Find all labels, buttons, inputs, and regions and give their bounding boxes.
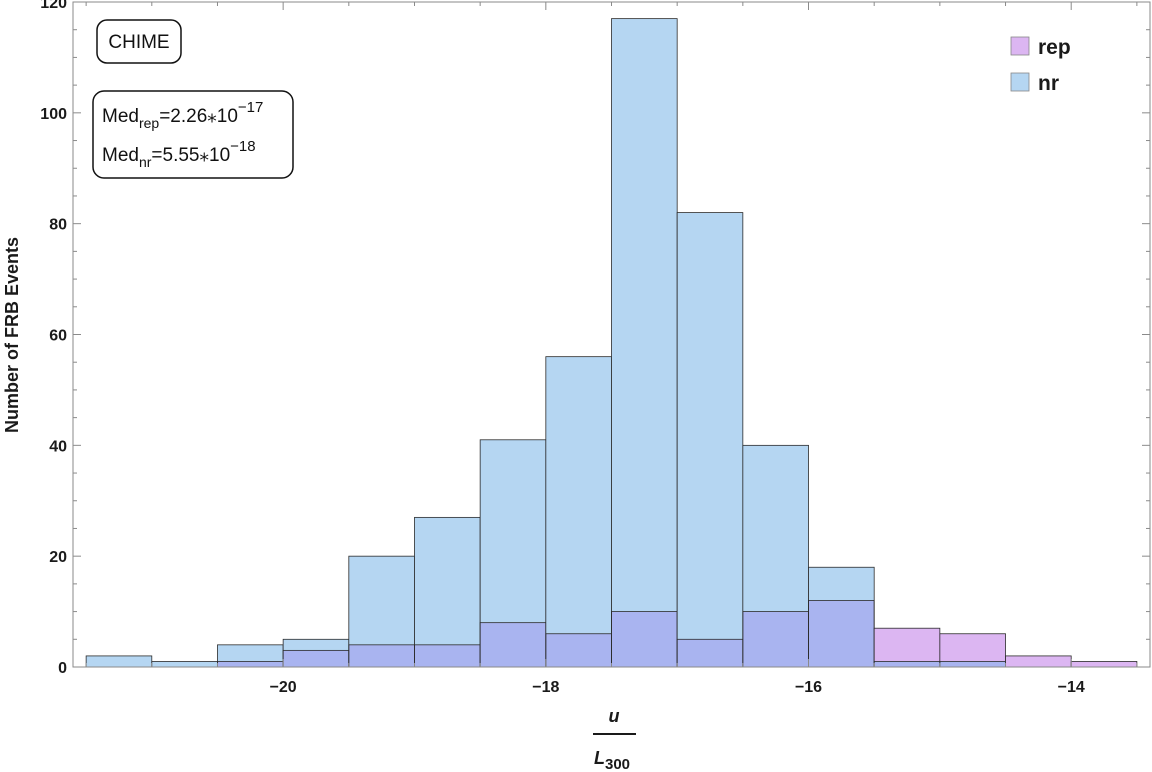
- y-tick-label: 20: [49, 549, 67, 566]
- bar-nr: [86, 655, 152, 667]
- x-tick-label: −20: [270, 679, 297, 696]
- median-nr-text: Mednr=5.55⁎10−18: [102, 138, 256, 170]
- x-axis-label-numerator: u: [609, 706, 620, 726]
- bar-overlap: [480, 622, 546, 667]
- chime-box: [96, 19, 182, 64]
- x-tick-label: −16: [795, 679, 822, 696]
- legend-label-rep: rep: [1038, 36, 1071, 59]
- bar-nr: [217, 644, 284, 662]
- bar-nr: [808, 567, 875, 601]
- bar-nr: [480, 439, 546, 623]
- ticks-group: 0 20 40 60 80 100 120 −20 −18 −16 −14: [40, 0, 1150, 696]
- median-box: [92, 90, 294, 179]
- bar-nr: [414, 517, 481, 645]
- bars-group: [85, 18, 1138, 668]
- bar-overlap: [414, 644, 481, 667]
- x-tick-label: −18: [532, 679, 559, 696]
- legend: rep nr: [1010, 36, 1071, 95]
- bar-overlap: [611, 611, 678, 667]
- y-axis-label: Number of FRB Events: [2, 237, 22, 433]
- x-axis-label-denominator: L300: [594, 748, 630, 772]
- bar-overlap: [808, 600, 875, 667]
- bar-overlap: [742, 611, 809, 667]
- bar-nr: [611, 18, 678, 612]
- y-tick-label: 60: [49, 328, 67, 345]
- bar-overlap: [874, 661, 940, 667]
- bar-nr: [677, 212, 743, 640]
- bar-rep: [1071, 661, 1137, 667]
- bar-overlap: [545, 633, 612, 667]
- median-rep-text: Medrep=2.26⁎10−17: [102, 99, 263, 131]
- y-tick-label: 0: [58, 660, 67, 677]
- bar-overlap: [939, 661, 1006, 667]
- legend-swatch-rep: [1010, 36, 1030, 56]
- x-tick-label: −14: [1058, 679, 1085, 696]
- bar-nr: [348, 556, 415, 645]
- bar-overlap: [677, 639, 743, 667]
- x-axis-label-denominator-subscript: 300: [605, 756, 630, 772]
- bar-overlap: [283, 650, 349, 667]
- bar-nr: [545, 356, 612, 634]
- y-tick-label: 100: [40, 106, 67, 123]
- plot-frame: [72, 1, 1151, 668]
- y-tick-label: 40: [49, 438, 67, 455]
- bar-rep: [939, 633, 1006, 662]
- bar-overlap: [217, 661, 284, 667]
- y-tick-label: 80: [49, 217, 67, 234]
- bar-nr: [742, 445, 809, 612]
- bar-nr: [151, 661, 218, 667]
- bar-overlap: [348, 644, 415, 667]
- y-tick-label: 120: [40, 0, 67, 12]
- bar-rep: [874, 628, 940, 662]
- bar-rep: [1005, 655, 1072, 667]
- bar-nr: [283, 639, 349, 651]
- legend-swatch-nr: [1010, 72, 1030, 92]
- chime-label: CHIME: [108, 32, 169, 53]
- legend-label-nr: nr: [1038, 72, 1059, 95]
